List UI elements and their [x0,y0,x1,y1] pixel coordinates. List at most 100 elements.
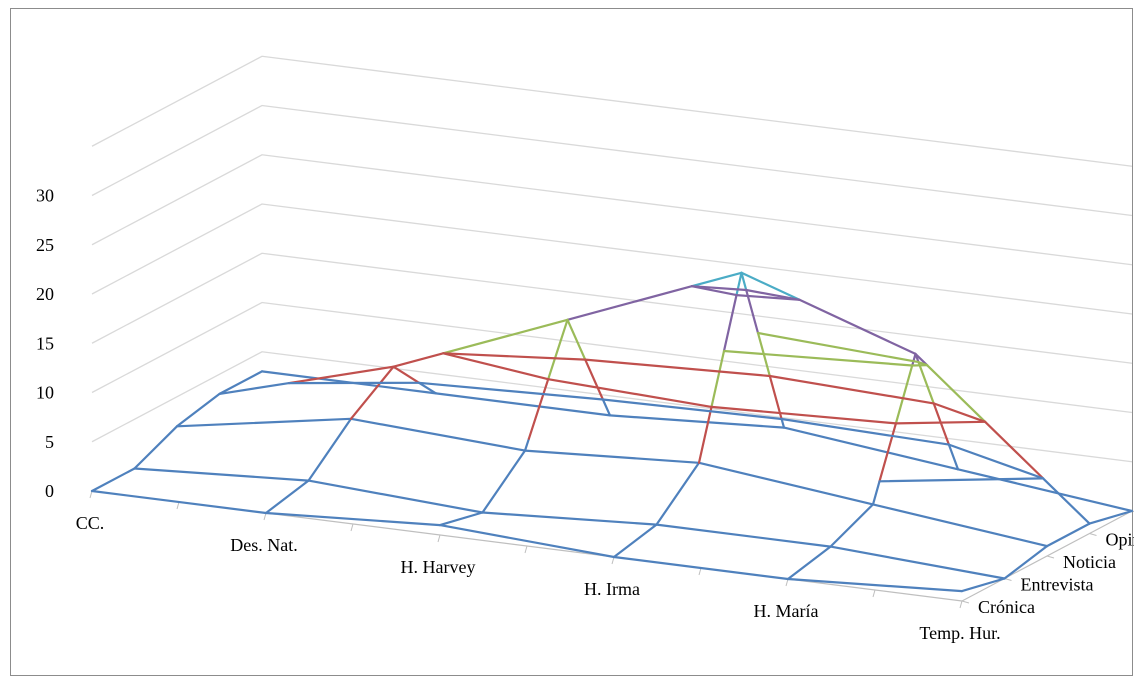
contour-line [601,398,783,421]
mesh-line-Reportaje [434,392,612,417]
mesh-line-Opinión [798,298,917,355]
category-label: Des. Nat. [230,535,297,555]
gridline-z-20 [91,203,1133,315]
series-label: Crónica [978,597,1035,617]
mesh-line-CC. [90,467,136,493]
mesh-line-CC. [218,370,264,395]
x-axis-tick [872,589,876,598]
gridline-z-30 [91,104,1133,217]
gridline-z-25 [91,154,1133,266]
contour-line [722,349,914,367]
mesh-line-Opinión [983,420,1045,480]
mesh-line-H. María [911,352,917,367]
contour-line [710,405,898,425]
x-axis-tick [263,512,267,521]
x-axis-tick [785,578,789,587]
gridline-wall-top [91,55,1133,167]
mesh-line-H. Harvey [438,511,484,527]
mesh-line-Crónica [264,511,442,527]
contour-line [584,358,771,378]
mesh-line-H. Irma [697,405,713,464]
mesh-line-Crónica [438,523,616,559]
contour-line [756,331,920,364]
mesh-line-Opinión [288,365,395,385]
surface-mesh [90,271,1134,593]
mesh-line-H. Harvey [584,358,605,401]
contour-line [878,477,1045,483]
mesh-line-H. Irma [655,461,701,526]
mesh-line-Des. Nat. [417,381,438,395]
mesh-line-H. Irma [740,271,748,292]
mesh-line-H. María [914,352,920,364]
mesh-line-Opinión [925,364,987,423]
mesh-line-Temp. Hur. [1003,544,1049,580]
z-tick-label-0: 0 [45,481,54,501]
category-label: Temp. Hur. [919,623,1000,643]
mesh-line-H. María [878,422,898,483]
x-axis-tick [959,600,963,609]
mesh-line-Entrevista [307,479,484,514]
mesh-line-Des. Nat. [307,417,353,482]
contour-line [917,361,929,367]
x-axis-tick [89,490,93,499]
mesh-line-H. Irma [710,349,726,408]
mesh-line-H. María [786,545,832,581]
mesh-line-H. Irma [722,294,738,353]
gridline-z-10 [91,301,1133,414]
z-tick-label-5: 5 [45,432,54,452]
mesh-line-Opinión [1041,477,1091,525]
contour-line [442,352,550,381]
z-tick-label-20: 20 [36,284,54,304]
mesh-line-H. María [932,402,951,446]
mesh-line-Des. Nat. [392,365,421,384]
mesh-line-Noticia [175,417,353,428]
mesh-line-Entrevista [481,511,658,526]
gridline-z-5 [91,351,1133,463]
mesh-line-Reportaje [782,426,960,471]
depth-axis-tick [1046,555,1055,559]
mesh-line-Noticia [697,461,875,506]
axis-labels: 0 5 10 15 20 25 30 CC. Des. Nat. H. Harvey H. Irma… [36,186,1134,644]
contour-line [735,294,801,301]
contour-line [442,352,587,361]
x-axis-tick [698,567,702,576]
x-axis-tick [524,545,528,554]
x-axis-tick [176,501,180,510]
mesh-line-Entrevista [829,545,1006,580]
mesh-line-H. María [917,361,935,405]
mesh-line-Noticia [871,503,1049,548]
z-tick-label-30: 30 [36,186,54,206]
mesh-line-Noticia [349,417,527,452]
surface-chart: 0 5 10 15 20 25 30 CC. Des. Nat. H. Harvey H. Irma… [36,55,1134,644]
category-label: H. Harvey [401,557,476,577]
mesh-line-H. Harvey [523,437,531,452]
depth-axis-tick [1131,510,1134,513]
series-label: Opinión [1106,530,1135,550]
category-label: CC. [76,513,105,533]
mesh-line-H. Irma [735,271,743,297]
mesh-line-Crónica [612,555,790,581]
mesh-line-CC. [175,392,221,428]
mesh-line-Opinión [218,382,291,395]
mesh-line-H. María [947,443,960,471]
mesh-line-Des. Nat. [264,479,310,515]
mesh-line-Crónica [786,577,964,593]
mesh-line-H. Harvey [527,378,550,440]
depth-axis-tick [1089,533,1097,536]
mesh-line-Noticia [523,449,701,464]
series-label: Entrevista [1021,575,1094,595]
mesh-line-Opinión [690,271,743,288]
mesh-line-H. Irma [768,374,783,421]
gridlines [91,55,1133,463]
category-label: H. Irma [584,579,640,599]
mesh-line-CC. [133,425,179,470]
z-tick-label-15: 15 [36,333,54,353]
mesh-line-H. María [894,364,914,425]
mesh-line-H. Harvey [566,318,587,361]
contour-line [417,381,605,401]
mesh-line-H. Irma [612,523,658,559]
contour-line [780,417,951,446]
chart-area: 0 5 10 15 20 25 30 CC. Des. Nat. H. Harvey H. Irma… [10,8,1134,676]
mesh-line-Opinión [914,352,929,367]
mesh-line-Opinión [566,285,693,321]
